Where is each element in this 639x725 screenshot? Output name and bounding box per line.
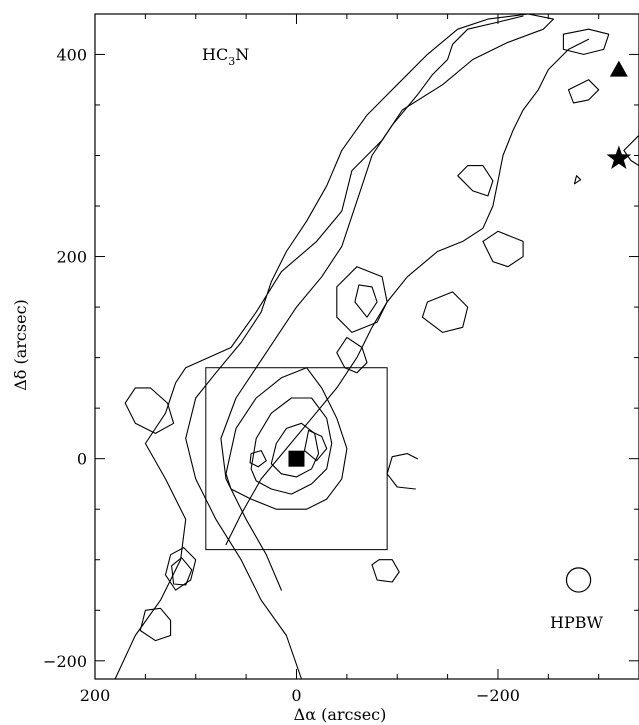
contour-level-5-7: [225, 367, 348, 510]
x-axis-label: Δα (arcsec): [294, 705, 387, 724]
x-tick-label: −200: [476, 686, 520, 705]
star-marker: [606, 145, 632, 169]
square-marker: [288, 450, 305, 467]
contour-level-5-17: [421, 291, 469, 333]
contour-level-5-15: [457, 165, 494, 197]
y-tick-label: −200: [43, 652, 87, 671]
contour-level-8-10: [249, 450, 267, 468]
x-tick-label: 200: [80, 686, 111, 705]
contour-level-4-21: [573, 175, 582, 185]
contour-level-1-0: [114, 13, 554, 680]
hpbw-beam-circle: [565, 567, 592, 593]
y-axis-label: Δδ (arcsec): [11, 299, 30, 391]
plot-frame: [94, 13, 639, 680]
contour-level-5-18: [562, 28, 610, 55]
hpbw-label: HPBW: [550, 613, 603, 632]
molecule-label-end: N: [235, 45, 249, 64]
contour-level-6-14: [354, 284, 378, 318]
contour-level-5-13: [336, 266, 388, 333]
contour-level-7-9: [270, 422, 320, 478]
contour-level-6-8: [250, 397, 333, 495]
y-tick-label: 400: [56, 45, 87, 64]
contour-level-4-3: [164, 547, 197, 591]
triangle-marker: [609, 60, 628, 77]
inset-box: [205, 367, 388, 551]
contour-level-2-1: [220, 15, 524, 591]
contour-level-4-6: [139, 607, 172, 642]
contour-level-4-20: [623, 134, 639, 167]
contour-level-8-11: [303, 429, 328, 462]
tick-layer: 200 0 −200 400 200 0 −200: [43, 14, 639, 705]
contour-level-4-4: [171, 557, 193, 586]
y-tick-label: 200: [56, 248, 87, 267]
contour-layer: [114, 13, 639, 680]
marker-layer: [288, 60, 632, 467]
y-tick-label: 0: [77, 450, 87, 469]
x-tick-label: 0: [291, 686, 301, 705]
contour-level-3-2: [225, 38, 590, 546]
molecule-label-main: HC: [202, 45, 228, 64]
contour-level-4-5: [124, 387, 175, 434]
molecule-label-sub: 3: [228, 55, 235, 68]
contour-level-5-16: [482, 230, 524, 268]
contour-level-4-23: [371, 559, 400, 583]
contour-level-6-19: [567, 79, 600, 104]
contour-level-4-22: [386, 453, 418, 490]
molecule-label: HC3N: [202, 45, 249, 68]
